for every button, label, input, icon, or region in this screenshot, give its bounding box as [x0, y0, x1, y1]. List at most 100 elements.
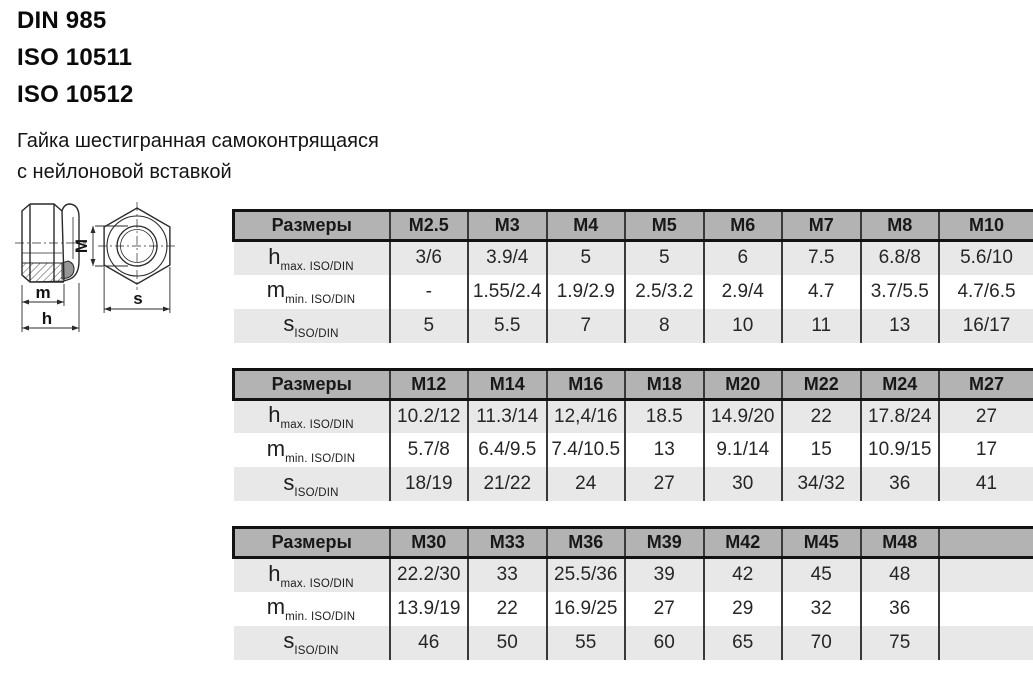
row-label-m: mmin. ISO/DIN: [234, 592, 390, 626]
value-cell: 3.7/5.5: [861, 275, 940, 309]
hex-top-view: [98, 202, 176, 290]
value-cell: 45: [782, 558, 861, 592]
column-header-M20: M20: [704, 369, 783, 399]
value-cell: 22.2/30: [390, 558, 469, 592]
row-label-subscript: ISO/DIN: [294, 487, 338, 499]
value-cell: 7.5: [782, 241, 861, 275]
row-label-m: mmin. ISO/DIN: [234, 433, 390, 467]
standard-iso-10511: ISO 10511: [17, 39, 134, 76]
value-cell: 18/19: [390, 467, 469, 501]
value-cell: 42: [704, 558, 783, 592]
value-cell: 18.5: [625, 399, 704, 433]
column-header-M16: M16: [547, 369, 626, 399]
value-cell: 21/22: [468, 467, 547, 501]
size-column-header: Размеры: [234, 211, 390, 241]
value-cell: 10: [704, 309, 783, 343]
row-label-subscript: min. ISO/DIN: [285, 294, 355, 306]
row-label-subscript: max. ISO/DIN: [280, 419, 353, 431]
value-cell: 17: [939, 433, 1033, 467]
value-cell: 14.9/20: [704, 399, 783, 433]
value-cell: 16/17: [939, 309, 1033, 343]
value-cell: 4.7/6.5: [939, 275, 1033, 309]
value-cell: 8: [625, 309, 704, 343]
value-cell: 50: [468, 626, 547, 660]
product-title-line2: с нейлоновой вставкой: [17, 157, 379, 188]
value-cell: 24: [547, 467, 626, 501]
row-label-h: hmax. ISO/DIN: [234, 241, 390, 275]
value-cell: 9.1/14: [704, 433, 783, 467]
row-label-s: sISO/DIN: [234, 309, 390, 343]
value-cell: 39: [625, 558, 704, 592]
column-header-M14: M14: [468, 369, 547, 399]
dim-label-h: h: [42, 309, 52, 328]
value-cell: 5: [547, 241, 626, 275]
row-label-m: mmin. ISO/DIN: [234, 275, 390, 309]
value-cell: 2.9/4: [704, 275, 783, 309]
column-header-M39: M39: [625, 528, 704, 558]
row-label-subscript: max. ISO/DIN: [280, 578, 353, 590]
column-header-M36: M36: [547, 528, 626, 558]
column-header-M8: M8: [861, 211, 940, 241]
value-cell: 27: [625, 592, 704, 626]
value-cell: 12,4/16: [547, 399, 626, 433]
size-column-header: Размеры: [234, 369, 390, 399]
value-cell: 3.9/4: [468, 241, 547, 275]
row-label-s: sISO/DIN: [234, 467, 390, 501]
value-cell: [939, 592, 1033, 626]
value-cell: 7: [547, 309, 626, 343]
column-header-M30: M30: [390, 528, 469, 558]
column-header-M5: M5: [625, 211, 704, 241]
value-cell: [939, 626, 1033, 660]
standard-iso-10512: ISO 10512: [17, 76, 134, 113]
value-cell: 46: [390, 626, 469, 660]
value-cell: 60: [625, 626, 704, 660]
value-cell: 5.6/10: [939, 241, 1033, 275]
value-cell: 33: [468, 558, 547, 592]
product-title: Гайка шестигранная самоконтрящаяся с ней…: [17, 126, 379, 188]
column-header-M3: M3: [468, 211, 547, 241]
value-cell: 5: [390, 309, 469, 343]
value-cell: 13.9/19: [390, 592, 469, 626]
row-label-base: s: [283, 628, 294, 653]
value-cell: 25.5/36: [547, 558, 626, 592]
value-cell: 6.8/8: [861, 241, 940, 275]
value-cell: 36: [861, 467, 940, 501]
column-header-M7: M7: [782, 211, 861, 241]
value-cell: -: [390, 275, 469, 309]
column-header-M2.5: M2.5: [390, 211, 469, 241]
column-header-M4: M4: [547, 211, 626, 241]
value-cell: 11.3/14: [468, 399, 547, 433]
nut-drawing-svg: m h M s: [2, 195, 230, 351]
value-cell: 36: [861, 592, 940, 626]
value-cell: 70: [782, 626, 861, 660]
column-header-M27: M27: [939, 369, 1033, 399]
value-cell: 30: [704, 467, 783, 501]
column-header-M48: M48: [861, 528, 940, 558]
column-header-M22: M22: [782, 369, 861, 399]
row-label-base: m: [267, 277, 285, 302]
column-header-M12: M12: [390, 369, 469, 399]
column-header-M24: M24: [861, 369, 940, 399]
dim-label-m: m: [35, 283, 50, 302]
value-cell: 48: [861, 558, 940, 592]
dim-label-s: s: [133, 289, 142, 308]
value-cell: 27: [939, 399, 1033, 433]
product-title-line1: Гайка шестигранная самоконтрящаяся: [17, 126, 379, 157]
value-cell: 13: [861, 309, 940, 343]
value-cell: 5.5: [468, 309, 547, 343]
value-cell: 10.9/15: [861, 433, 940, 467]
row-label-base: s: [283, 311, 294, 336]
value-cell: 15: [782, 433, 861, 467]
